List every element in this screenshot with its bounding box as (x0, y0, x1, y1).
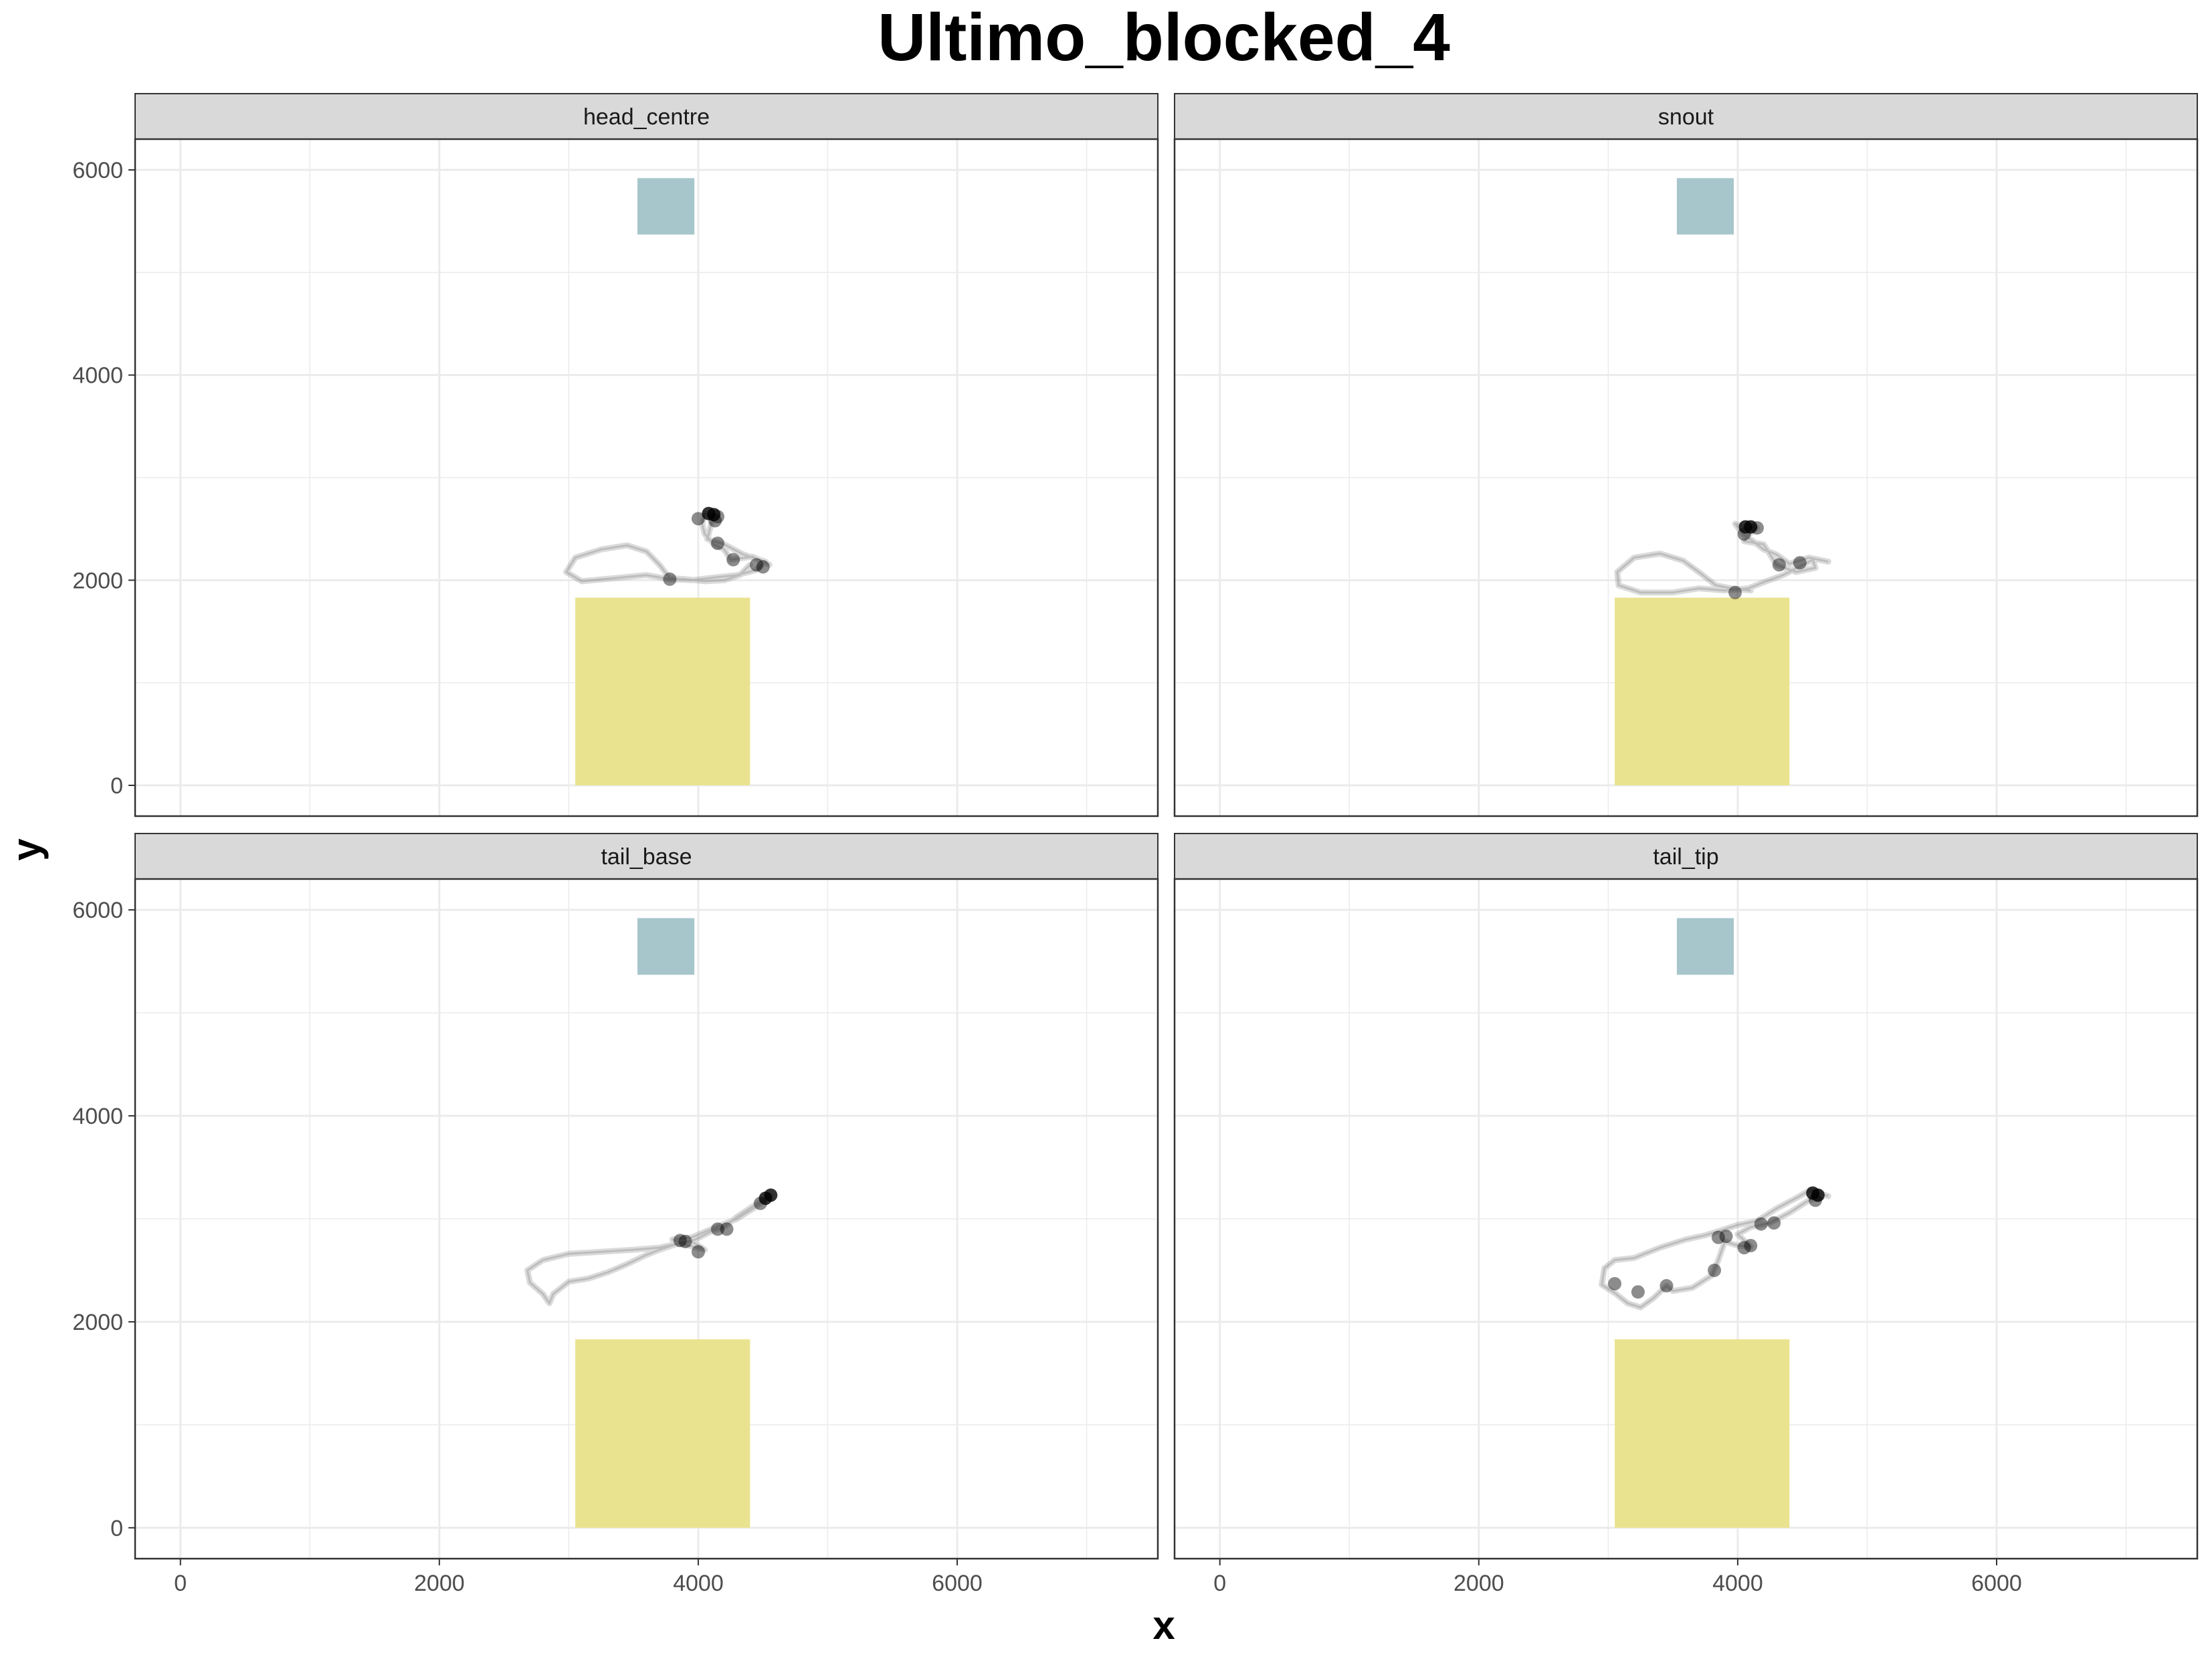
trajectory-point (750, 558, 764, 572)
trajectory-point (1737, 527, 1751, 541)
x-axis-title: x (1152, 1603, 1175, 1648)
y-tick-label: 6000 (72, 898, 123, 923)
trajectory-point (726, 553, 740, 567)
trajectory-point (1608, 1276, 1622, 1290)
trajectory-point (702, 506, 716, 520)
facet-strip-label: tail_tip (1653, 844, 1718, 870)
trajectory-point (663, 572, 677, 586)
trajectory-point (1754, 1217, 1768, 1231)
trajectory-point (753, 1196, 767, 1210)
trajectory-point (708, 514, 722, 528)
trajectory-point (1750, 521, 1764, 535)
y-tick-label: 4000 (72, 1104, 123, 1129)
trajectory-point (1744, 1239, 1758, 1253)
trajectory-point (678, 1234, 692, 1248)
panel-border (134, 138, 1159, 817)
gridlines (1175, 879, 2197, 1559)
y-tick-label: 0 (110, 1516, 123, 1541)
facet-panel-tail-base: tail_base 0 2000 4000 6000 0 2000 4000 6000 (72, 833, 1159, 1596)
trajectory-point (1711, 1230, 1725, 1244)
trajectory-point (691, 512, 705, 526)
trajectory-point (1744, 520, 1758, 534)
trajectory-point (1719, 1230, 1733, 1244)
trajectory-path-core (1601, 1189, 1829, 1308)
panel-border (134, 878, 1159, 1560)
goal-zone-rect (1676, 918, 1734, 975)
x-tick-label: 2000 (1453, 1571, 1504, 1596)
target-zone-rect (575, 1339, 750, 1528)
trajectory-path-core (526, 1194, 772, 1304)
y-tick-label: 6000 (72, 158, 123, 183)
trajectory-point (710, 1222, 724, 1236)
trajectory-path (563, 510, 773, 585)
goal-zone-rect (637, 178, 695, 235)
y-tick-label: 2000 (72, 568, 123, 593)
chart-title: Ultimo_blocked_4 (878, 0, 1450, 75)
trajectory-path (1599, 1187, 1831, 1310)
x-tick-label: 6000 (1971, 1571, 2022, 1596)
facet-strip (1174, 833, 2198, 880)
trajectory-point (720, 1222, 734, 1236)
x-tick-label: 4000 (1712, 1571, 1763, 1596)
facet-panel-snout: snout (1173, 93, 2199, 817)
facet-strip-label: snout (1658, 104, 1714, 130)
panel-border (1173, 878, 2199, 1560)
trajectory-point (1811, 1188, 1825, 1202)
trajectory-point (756, 560, 770, 574)
facet-panel-tail-tip: tail_tip 0 2000 4000 6000 (1173, 833, 2199, 1596)
trajectory-point (1767, 1216, 1781, 1230)
facet-strip-label: head_centre (583, 104, 710, 130)
trajectory-point (1793, 556, 1807, 570)
trajectory-point (1728, 585, 1742, 599)
trajectory-point (691, 1245, 705, 1259)
facet-strip (134, 93, 1159, 140)
panel-border (1173, 138, 2199, 817)
trajectory-point (1809, 1193, 1823, 1207)
trajectory-point (1737, 1241, 1751, 1255)
trajectory-point (673, 1234, 687, 1248)
y-tick-label: 0 (110, 773, 123, 799)
facet-panels: head_centre 0 2000 4000 6000 snout tail_base 0 2… (72, 93, 2199, 1596)
x-tick-label: 0 (174, 1571, 187, 1596)
y-axis-title: y (4, 838, 49, 861)
target-zone-rect (575, 597, 750, 785)
trajectory-path-core (565, 512, 771, 583)
gridlines (135, 879, 1158, 1559)
x-tick-label: 2000 (414, 1571, 465, 1596)
x-tick-label: 6000 (932, 1571, 983, 1596)
trajectory-point (1631, 1285, 1645, 1299)
trajectory-point (1660, 1279, 1674, 1293)
trajectory-path (524, 1192, 774, 1306)
y-tick-label: 2000 (72, 1310, 123, 1335)
facet-strip (1174, 93, 2198, 140)
trajectory-path (1614, 520, 1831, 596)
trajectory-path-core (1616, 522, 1829, 594)
trajectory-point (710, 510, 724, 524)
goal-zone-rect (1676, 178, 1734, 235)
facet-strip-label: tail_base (601, 844, 692, 870)
target-zone-rect (1615, 597, 1790, 785)
x-tick-label: 4000 (673, 1571, 724, 1596)
y-tick-label: 4000 (72, 363, 123, 389)
target-zone-rect (1615, 1339, 1790, 1528)
x-tick-label: 0 (1213, 1571, 1226, 1596)
facet-panel-head-centre: head_centre 0 2000 4000 6000 (72, 93, 1159, 817)
trajectory-point (1772, 558, 1786, 572)
goal-zone-rect (637, 918, 695, 975)
trajectory-point (1708, 1263, 1722, 1277)
trajectory-point (710, 536, 724, 551)
trajectory-point (759, 1191, 773, 1205)
